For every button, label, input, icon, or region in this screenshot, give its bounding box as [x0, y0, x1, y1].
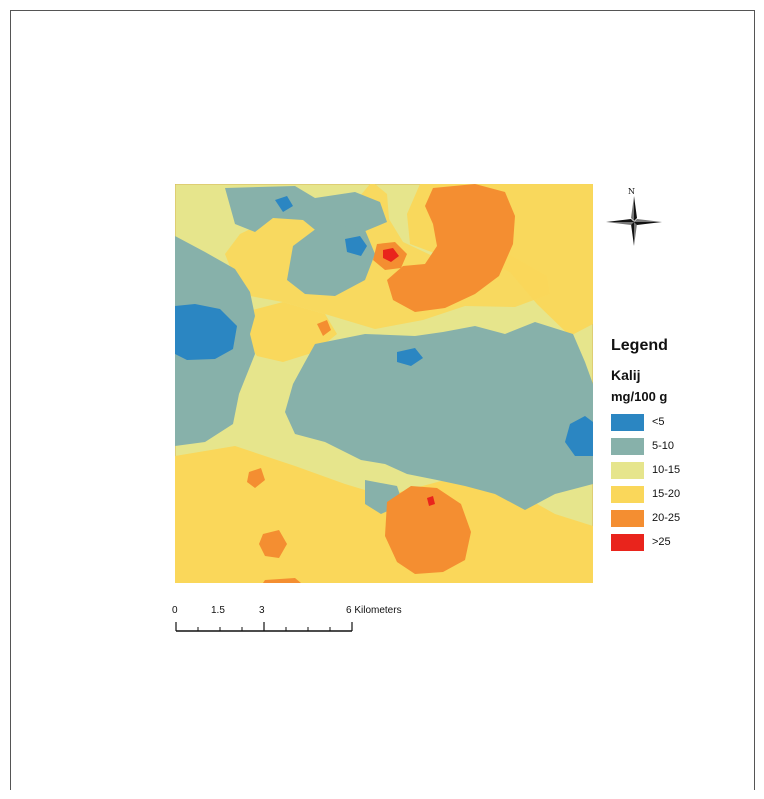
legend-item: 20-25 [611, 506, 721, 530]
legend-item-label: 15-20 [652, 488, 681, 500]
map-legend: Legend Kalij mg/100 g <5 5-10 10-15 15-20 20… [611, 337, 721, 554]
legend-layer-name: Kalij [611, 367, 641, 383]
legend-item: 15-20 [611, 482, 721, 506]
legend-item: >25 [611, 530, 721, 554]
map-frame [10, 10, 755, 790]
scale-bar [175, 622, 353, 632]
legend-items: <5 5-10 10-15 15-20 20-25 >25 [611, 410, 721, 554]
legend-item-label: 10-15 [652, 464, 681, 476]
choropleth-map [175, 184, 593, 583]
map-zone-20-25 [385, 486, 471, 574]
map-zone-20-25 [317, 320, 331, 336]
legend-item-label: <5 [652, 416, 665, 428]
legend-item: 5-10 [611, 434, 721, 458]
north-arrow-icon [606, 196, 662, 246]
legend-item-label: 5-10 [652, 440, 675, 452]
map-zone-20-25 [259, 530, 287, 558]
map-zone-20-25 [263, 578, 301, 583]
map-zone-lt5 [175, 304, 237, 360]
north-label: N [628, 187, 635, 196]
legend-swatch [611, 413, 644, 431]
legend-swatch [611, 461, 644, 479]
map-zone-gt25 [383, 248, 399, 262]
legend-item-label: 20-25 [652, 512, 681, 524]
scale-tick-label: 1.5 [211, 605, 225, 616]
map-zone-gt25 [427, 496, 435, 506]
map-zone-20-25 [387, 184, 515, 312]
map-zone-5-10 [225, 186, 387, 238]
scale-tick-label: 3 [259, 605, 265, 616]
legend-item: 10-15 [611, 458, 721, 482]
map-zone-lt5 [397, 348, 423, 366]
legend-item: <5 [611, 410, 721, 434]
map-zone-20-25 [247, 468, 265, 488]
legend-title: Legend [611, 337, 668, 354]
legend-swatch [611, 485, 644, 503]
scale-tick-label: 0 [172, 605, 178, 616]
map-zone-lt5 [565, 416, 593, 456]
map-zone-lt5 [345, 236, 367, 256]
legend-units: mg/100 g [611, 389, 668, 404]
map-zone-5-10 [285, 322, 593, 510]
map-zone-lt5 [275, 196, 293, 212]
legend-swatch [611, 533, 644, 551]
legend-swatch [611, 509, 644, 527]
legend-swatch [611, 437, 644, 455]
legend-item-label: >25 [652, 536, 671, 548]
scale-tick-label: 6 Kilometers [346, 605, 402, 616]
